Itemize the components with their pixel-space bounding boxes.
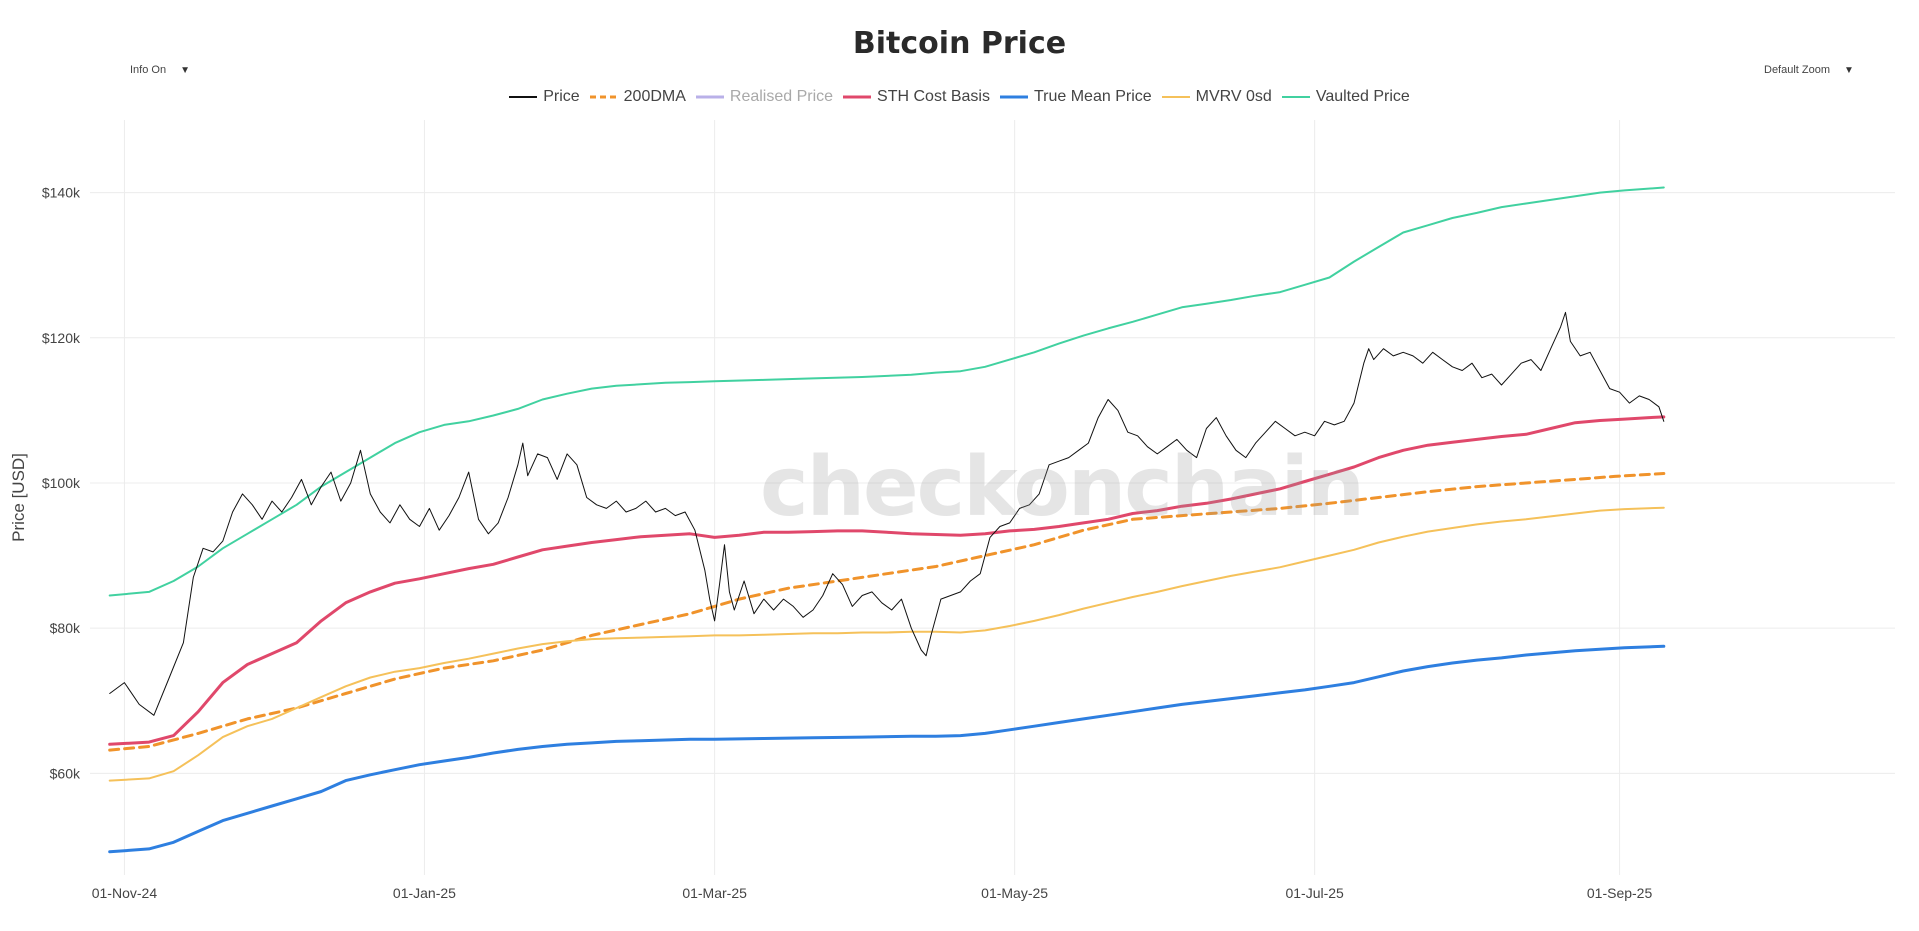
legend-label: MVRV 0sd [1195,88,1272,105]
legend-item-mvrv-0sd[interactable]: MVRV 0sd [1161,88,1272,106]
zoom-dropdown[interactable]: Default Zoom ▼ [1752,58,1866,82]
legend-label: Price [543,88,580,105]
y-tick-label: $100k [42,475,81,491]
legend-item-true-mean-price[interactable]: True Mean Price [999,88,1152,106]
y-tick-label: $80k [50,620,81,636]
y-tick-label: $140k [42,185,81,201]
chart-title: Bitcoin Price [852,26,1067,61]
series-line-200dma [108,472,1666,752]
y-tick-label: $120k [42,330,81,346]
series-line-vaulted-price [108,186,1665,597]
legend-item-vaulted-price[interactable]: Vaulted Price [1281,88,1410,106]
legend-label: STH Cost Basis [877,88,990,105]
legend-swatch [695,95,724,99]
legend-swatch [1281,96,1310,98]
legend-label: Vaulted Price [1315,88,1410,105]
x-tick-label: 01-Jan-25 [393,885,456,901]
info-dropdown-label: Info On [130,64,167,76]
legend-swatch [843,95,872,99]
chart-legend: Price 200DMA Realised Price STH Cost Basis T… [0,88,1919,106]
legend-swatch [589,95,618,99]
legend-label: True Mean Price [1033,88,1152,105]
legend-item-sth-cost-basis[interactable]: STH Cost Basis [843,88,990,106]
legend-label: 200DMA [623,88,686,105]
y-axis-title: Price [USD] [9,453,28,542]
x-tick-label: 01-Sep-25 [1587,885,1653,901]
legend-item-200dma[interactable]: 200DMA [589,88,686,106]
x-tick-label: 01-Nov-24 [92,885,158,901]
series-line-price [109,311,1665,716]
chevron-down-icon: ▼ [180,64,190,76]
x-tick-label: 01-May-25 [981,885,1048,901]
x-tick-label: 01-Jul-25 [1285,885,1344,901]
series-line-sth-cost-basis [108,415,1666,746]
legend-item-price[interactable]: Price [509,88,580,106]
legend-swatch [1161,96,1190,98]
series-line-mvrv-0sd [108,506,1665,782]
info-dropdown[interactable]: Info On ▼ [118,58,202,82]
legend-swatch [999,95,1028,99]
series-line-true-mean-price [108,644,1666,854]
x-tick-label: 01-Mar-25 [682,885,747,901]
legend-swatch [509,96,538,98]
zoom-dropdown-label: Default Zoom [1764,64,1831,76]
legend-label: Realised Price [729,88,834,105]
legend-item-realised-price[interactable]: Realised Price [695,88,834,106]
y-tick-label: $60k [50,765,81,781]
chevron-down-icon: ▼ [1844,64,1854,76]
